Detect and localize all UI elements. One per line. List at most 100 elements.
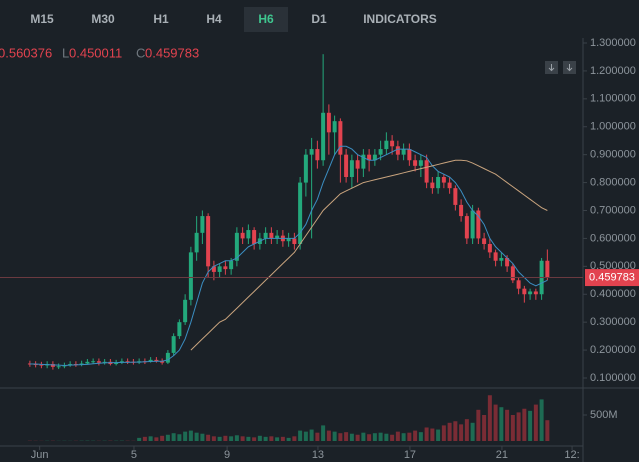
- candle-body: [298, 182, 303, 244]
- last-price-label: 0.459783: [589, 271, 635, 283]
- header-close: 0.459783: [145, 45, 199, 60]
- candle-body: [338, 121, 343, 155]
- candle-body: [240, 232, 245, 239]
- candle-body: [372, 154, 377, 161]
- volume-bar: [418, 432, 423, 441]
- candle-body: [183, 299, 188, 323]
- candle-body: [441, 177, 446, 183]
- y-tick-label: 0.400000: [590, 288, 636, 300]
- volume-bar: [482, 415, 487, 441]
- timeframe-button[interactable]: M30: [91, 12, 115, 26]
- volume-bar: [165, 434, 170, 441]
- timeframe-button[interactable]: H1: [153, 12, 169, 26]
- candle-body: [470, 210, 475, 239]
- x-tick-label: 21: [496, 449, 508, 461]
- timeframe-button[interactable]: H6: [258, 12, 274, 26]
- volume-bar: [390, 434, 395, 441]
- timeframe-button[interactable]: M15: [30, 12, 54, 26]
- volume-bar: [499, 407, 504, 441]
- volume-bar: [171, 433, 176, 441]
- candle-body: [418, 160, 423, 166]
- volume-bar: [505, 409, 510, 441]
- volume-bar: [424, 427, 429, 441]
- candle-body: [160, 361, 165, 363]
- y-tick-label: 0.600000: [590, 232, 636, 244]
- candle-body: [436, 177, 441, 189]
- candle-body: [344, 154, 349, 177]
- candle-body: [171, 336, 176, 353]
- candle-body: [326, 112, 331, 133]
- candle-body: [217, 266, 222, 272]
- candle-body: [234, 232, 239, 261]
- header-close-letter: C: [136, 45, 145, 60]
- volume-bar: [539, 399, 544, 441]
- tool-icon: [566, 64, 573, 72]
- moving-average: [29, 145, 548, 366]
- volume-bar: [453, 421, 458, 441]
- candle-body: [459, 204, 464, 217]
- volume-bar: [528, 410, 533, 441]
- volume-bar: [355, 434, 360, 441]
- volume-bar: [223, 435, 228, 441]
- candle-body: [269, 232, 274, 239]
- tool-icon: [548, 64, 555, 72]
- candle-body: [487, 244, 492, 253]
- header-low-letter: L: [62, 45, 69, 60]
- candle-body: [292, 238, 297, 244]
- volume-bar: [361, 432, 366, 441]
- candle-body: [430, 182, 435, 189]
- candle-body: [206, 216, 211, 267]
- volume-bar: [257, 435, 262, 441]
- candle-body: [91, 361, 96, 363]
- volume-bar: [194, 432, 199, 441]
- candle-body: [223, 266, 228, 270]
- candle-body: [263, 232, 268, 239]
- volume-bar: [545, 420, 550, 441]
- volume-bar: [464, 419, 469, 441]
- timeframe-button[interactable]: INDICATORS: [363, 12, 437, 26]
- volume-bar: [309, 429, 314, 441]
- candle-body: [499, 257, 504, 261]
- volume-bar: [200, 433, 205, 441]
- y-tick-label: 1.100000: [590, 93, 636, 105]
- candle-body: [361, 154, 366, 169]
- volume-bar: [413, 430, 418, 441]
- candle-body: [493, 252, 498, 261]
- x-tick-label: 5: [131, 449, 137, 461]
- volume-bar: [441, 425, 446, 441]
- active-button-bg: [244, 7, 288, 32]
- volume-bar: [407, 432, 412, 441]
- volume-bar: [183, 431, 188, 441]
- candle-body: [453, 188, 458, 205]
- candle-body: [154, 359, 159, 362]
- volume-bar: [430, 428, 435, 441]
- volume-bar: [395, 431, 400, 441]
- candle-body: [476, 210, 481, 239]
- candle-body: [522, 288, 527, 295]
- volume-bar: [533, 404, 538, 441]
- volume-bar: [459, 424, 464, 441]
- candle-body: [229, 260, 234, 270]
- candle-body: [528, 291, 533, 295]
- candle-body: [401, 149, 406, 155]
- y-tick-label: 0.900000: [590, 149, 636, 161]
- candle-body: [505, 257, 510, 267]
- volume-bar: [280, 436, 285, 441]
- x-tick-label: 13: [312, 449, 324, 461]
- timeframe-button[interactable]: D1: [311, 12, 327, 26]
- timeframe-button[interactable]: H4: [206, 12, 222, 26]
- volume-bar: [487, 395, 492, 441]
- volume-bar: [522, 408, 527, 441]
- candle-body: [355, 160, 360, 169]
- candle-body: [367, 154, 372, 161]
- y-tick-label: 0.100000: [590, 372, 636, 384]
- volume-bar: [344, 432, 349, 441]
- volume-bar: [436, 429, 441, 441]
- volume-bar: [292, 436, 297, 441]
- candle-body: [125, 361, 130, 363]
- volume-bar: [326, 430, 331, 441]
- candle-body: [482, 238, 487, 244]
- candle-body: [286, 238, 291, 242]
- volume-bar: [177, 434, 182, 441]
